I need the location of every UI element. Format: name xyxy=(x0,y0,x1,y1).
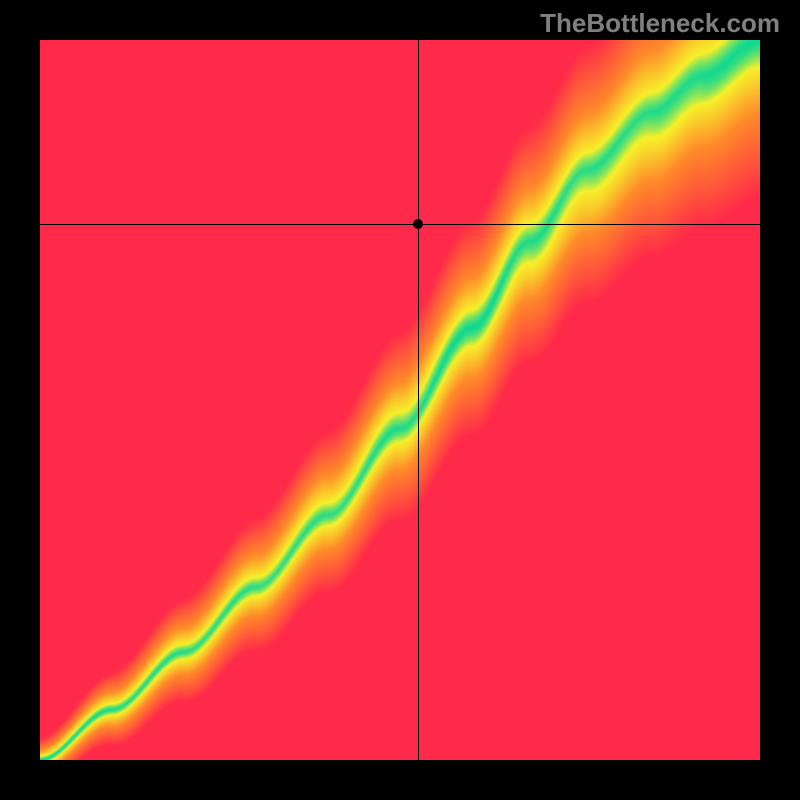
heatmap-canvas xyxy=(40,40,760,760)
crosshair-horizontal xyxy=(40,224,760,225)
crosshair-marker-dot xyxy=(413,219,423,229)
bottleneck-heatmap xyxy=(40,40,760,760)
watermark-text: TheBottleneck.com xyxy=(540,8,780,39)
crosshair-vertical xyxy=(418,40,419,760)
